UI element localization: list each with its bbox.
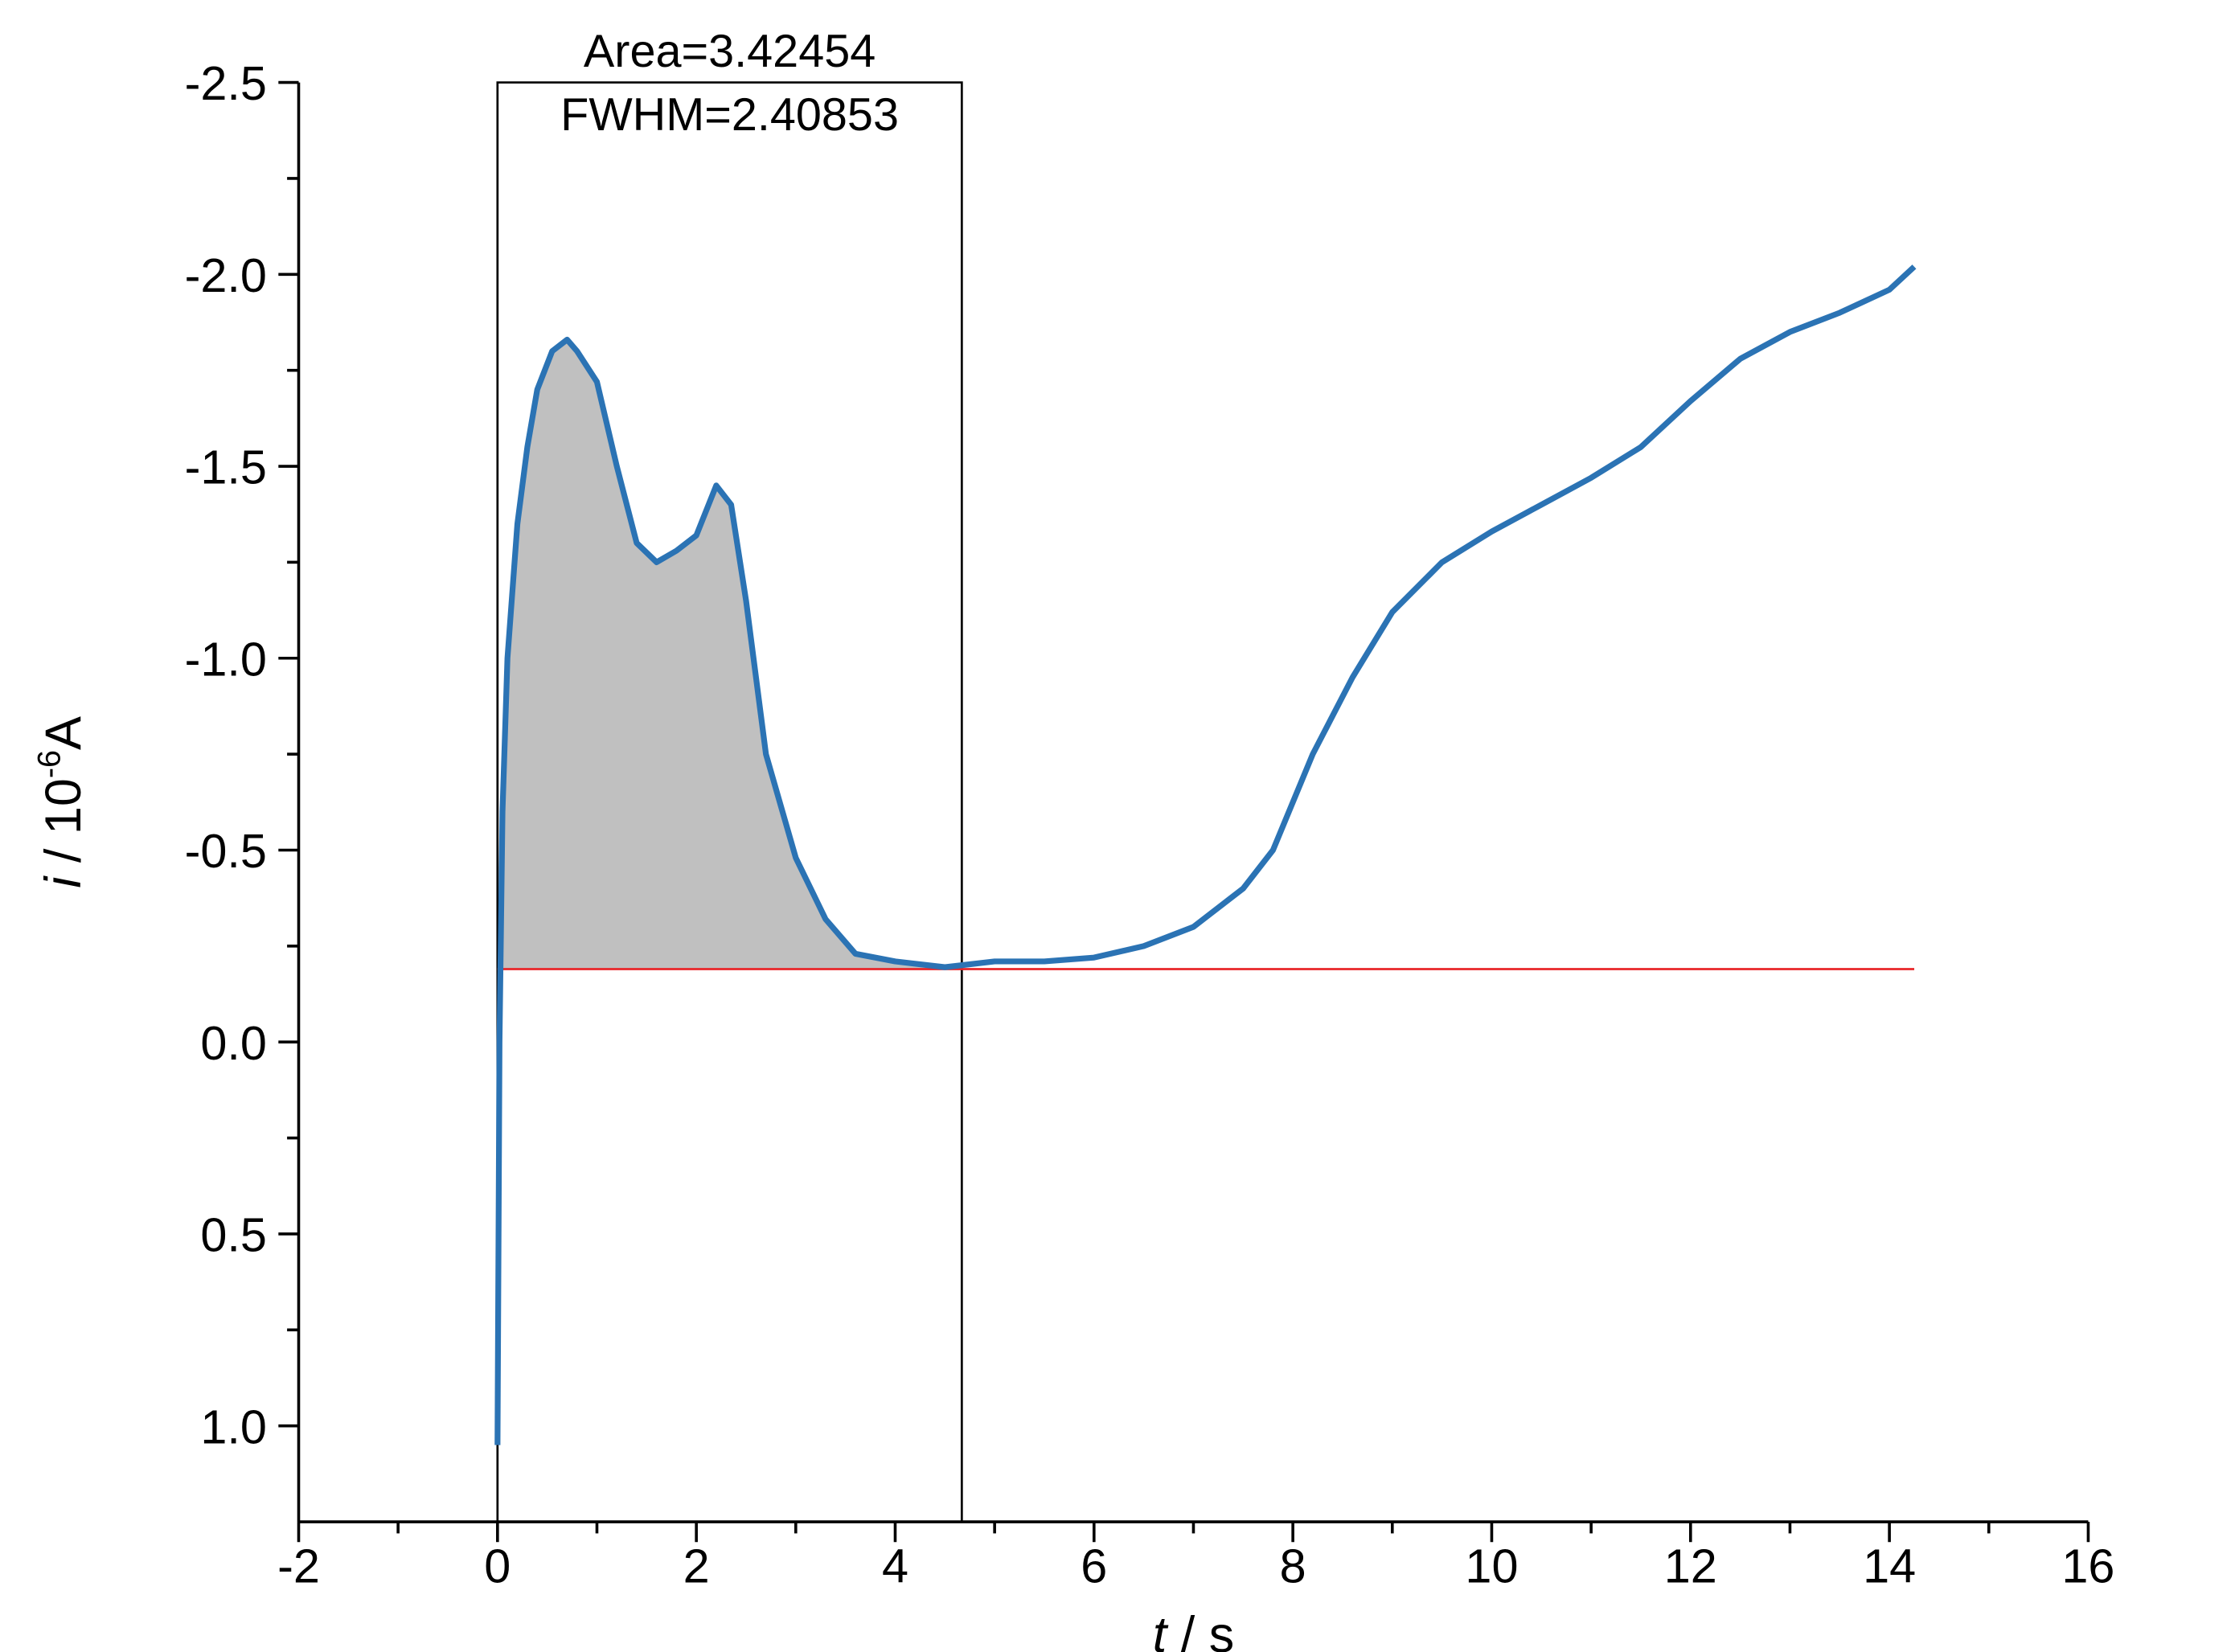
x-label-symbol: t: [1153, 1607, 1169, 1652]
x-tick-label: -2: [277, 1539, 320, 1593]
y-label-exponent: -6: [32, 750, 68, 778]
x-tick-label: 16: [2061, 1539, 2114, 1593]
x-tick-label: 14: [1863, 1539, 1916, 1593]
data-line: [494, 264, 1917, 1445]
y-axis-label: i / 10-6A: [32, 716, 92, 888]
annotation-box: [496, 81, 963, 1523]
y-tick-label: -1.5: [185, 441, 267, 494]
x-tick-label: 2: [683, 1539, 710, 1593]
y-tick-label: -1.0: [185, 632, 267, 686]
y-tick-label: -2.0: [185, 248, 267, 302]
annotation: FWHM=2.40853: [560, 89, 899, 141]
y-tick-label: 0.0: [200, 1016, 267, 1070]
y-label-symbol: i: [35, 875, 92, 888]
annotation: Area=3.42454: [584, 26, 876, 77]
x-axis-label: t / s: [1153, 1607, 1234, 1652]
x-label-unit: / s: [1167, 1607, 1234, 1652]
y-label-unit: A: [35, 716, 92, 750]
x-tick-label: 8: [1280, 1539, 1306, 1593]
x-tick-label: 12: [1664, 1539, 1717, 1593]
x-tick-label: 0: [484, 1539, 511, 1593]
x-tick-label: 4: [882, 1539, 908, 1593]
y-tick-label: 1.0: [200, 1400, 267, 1453]
y-tick-label: -2.5: [185, 56, 267, 110]
y-tick-label: -0.5: [185, 824, 267, 878]
x-tick-label: 6: [1081, 1539, 1107, 1593]
x-tick-label: 10: [1465, 1539, 1518, 1593]
y-label-unit: / 10: [35, 778, 92, 877]
y-tick-label: 0.5: [200, 1208, 267, 1262]
integrated-area: [497, 339, 962, 969]
